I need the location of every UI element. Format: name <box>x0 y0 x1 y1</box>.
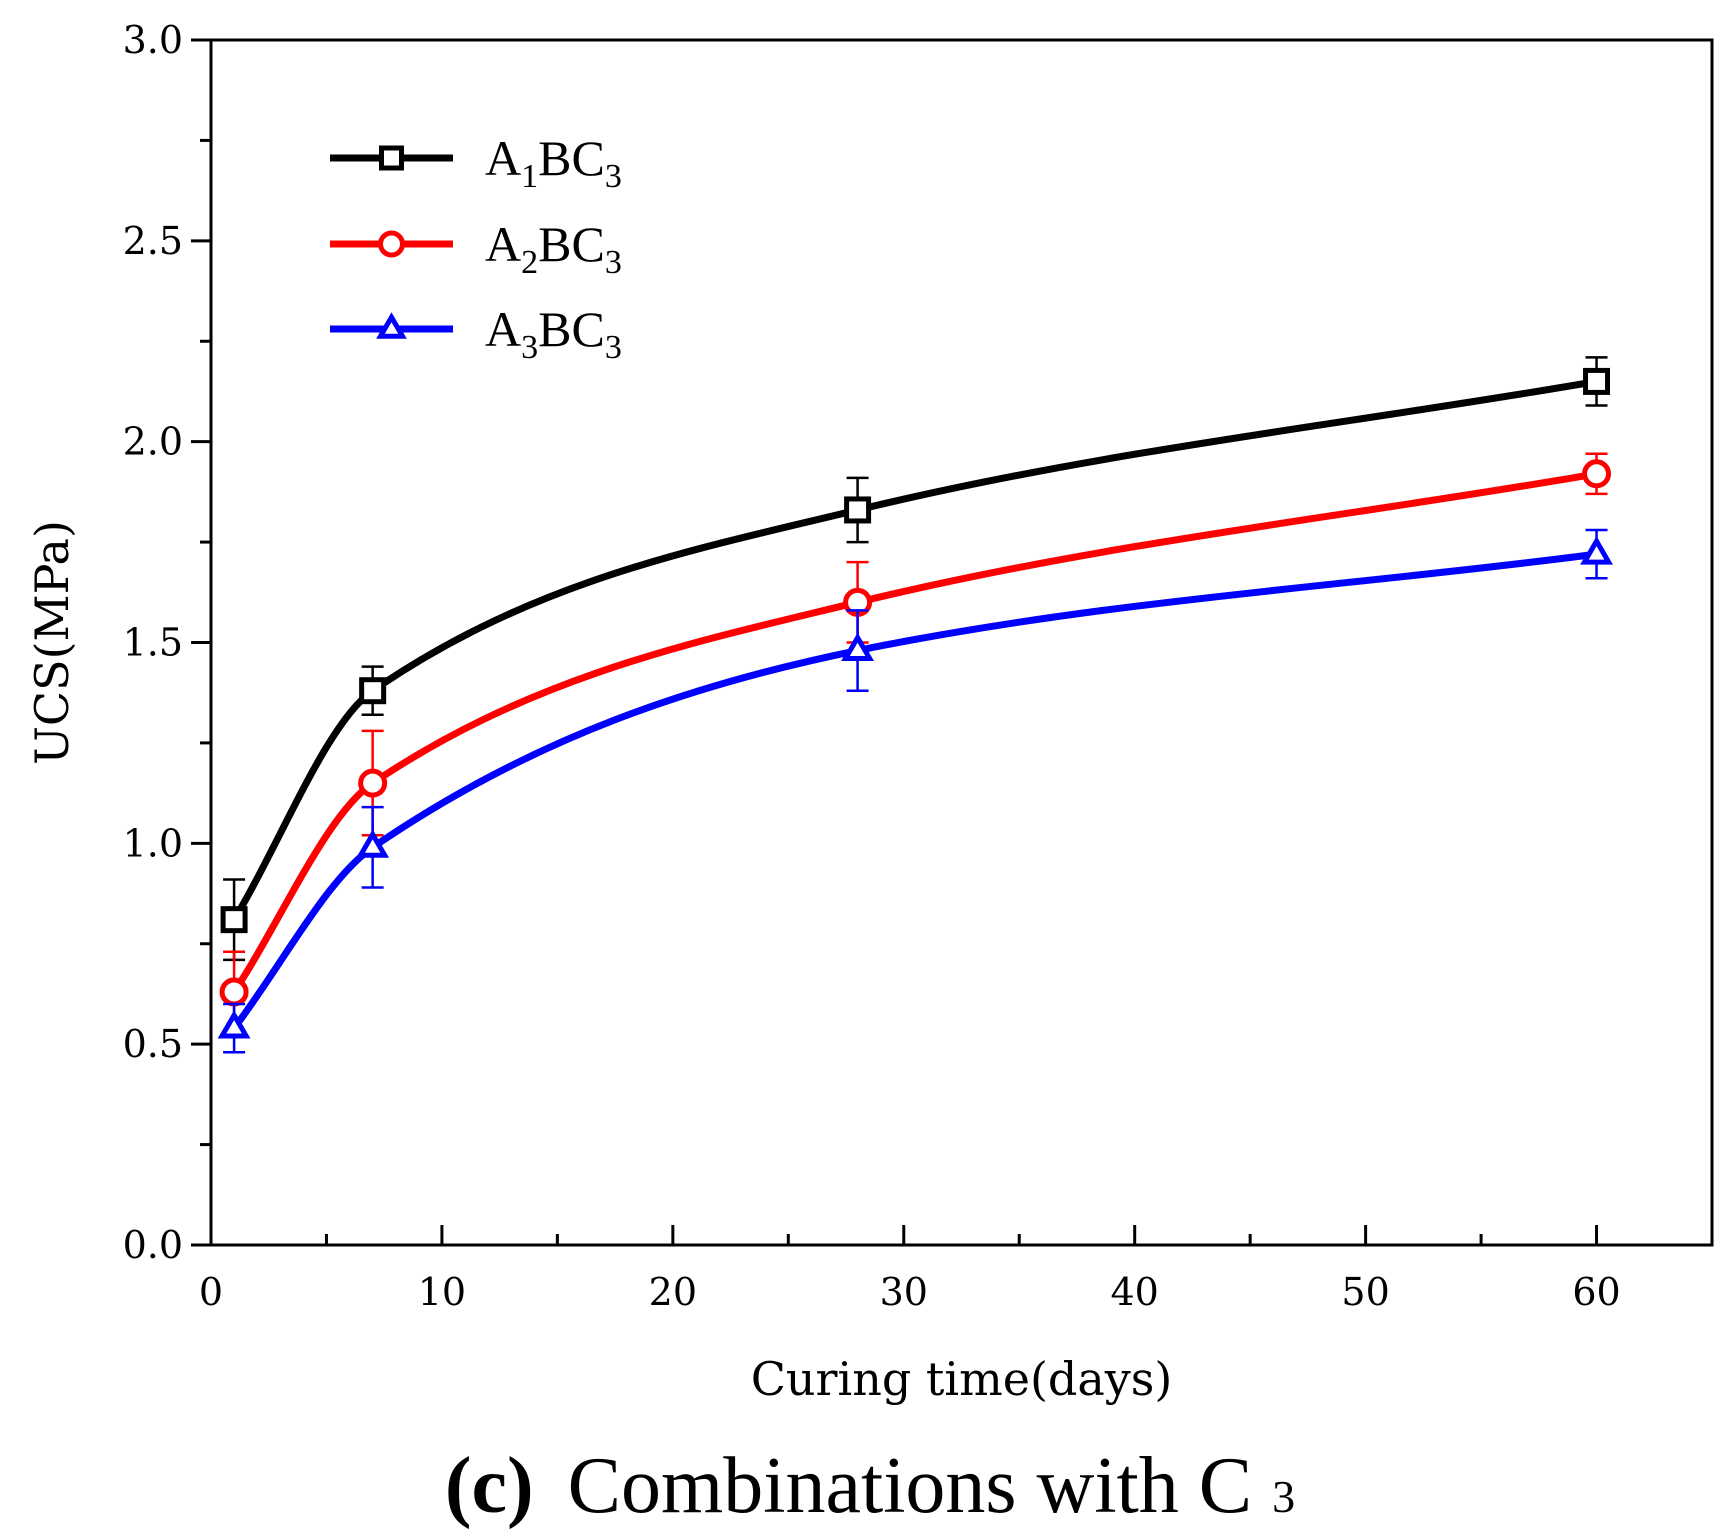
caption-subscript: 3 <box>1272 1471 1295 1522</box>
legend-item: A3BC3 <box>330 301 622 366</box>
series-line <box>231 550 1597 1031</box>
legend-marker <box>378 230 405 258</box>
caption-text: Combinations with C <box>568 1442 1253 1530</box>
legend: A1BC3 A2BC3 A3BC3 <box>330 130 622 366</box>
axis-layer: 0 10 20 30 40 50 60 0.0 0.5 1.0 1.5 2.0 2.5 3.0 <box>123 18 1714 1314</box>
y-tick-label: 0.0 <box>123 1223 183 1267</box>
series-layer <box>217 356 1613 1054</box>
x-tick-label: 10 <box>418 1270 466 1314</box>
legend-label: A1BC3 <box>485 130 622 195</box>
x-axis-title: Curing time(days) <box>751 1352 1173 1406</box>
y-tick-label: 0.5 <box>123 1022 183 1066</box>
legend-label: A3BC3 <box>485 301 622 366</box>
figure-caption: (c) Combinations with C 3 <box>445 1442 1295 1530</box>
data-point <box>844 496 872 524</box>
data-point <box>358 768 388 798</box>
series-A1BC3 <box>220 356 1611 962</box>
data-point <box>219 977 249 1007</box>
x-tick-label: 30 <box>880 1270 928 1314</box>
data-point <box>1582 459 1612 489</box>
legend-item: A2BC3 <box>330 216 622 281</box>
y-tick-label: 1.5 <box>123 621 183 665</box>
series-line <box>231 470 1598 994</box>
y-tick-label: 2.5 <box>123 219 183 263</box>
data-point <box>220 906 248 934</box>
data-point <box>1580 536 1613 565</box>
x-tick-label: 20 <box>649 1270 697 1314</box>
y-tick-label: 1.0 <box>123 821 183 865</box>
x-tick-label: 0 <box>199 1270 223 1314</box>
legend-item: A1BC3 <box>330 130 622 195</box>
caption-label: (c) <box>445 1442 534 1530</box>
data-point <box>359 677 387 705</box>
x-tick-label: 50 <box>1341 1270 1389 1314</box>
legend-marker <box>379 145 404 171</box>
plot-frame <box>209 38 1714 1247</box>
data-point <box>1583 367 1611 395</box>
data-point <box>841 632 875 661</box>
y-axis-title: UCS(MPa) <box>25 520 79 765</box>
x-tick-label: 40 <box>1111 1270 1159 1314</box>
y-tick-label: 3.0 <box>123 18 183 62</box>
series-A3BC3 <box>217 528 1613 1054</box>
series-A2BC3 <box>219 452 1612 1034</box>
legend-label: A2BC3 <box>485 216 622 281</box>
x-tick-label: 60 <box>1572 1270 1620 1314</box>
data-point <box>217 1010 251 1039</box>
data-point <box>356 829 390 858</box>
legend-marker <box>376 312 407 339</box>
y-tick-label: 2.0 <box>123 420 183 464</box>
series-line <box>231 377 1598 922</box>
